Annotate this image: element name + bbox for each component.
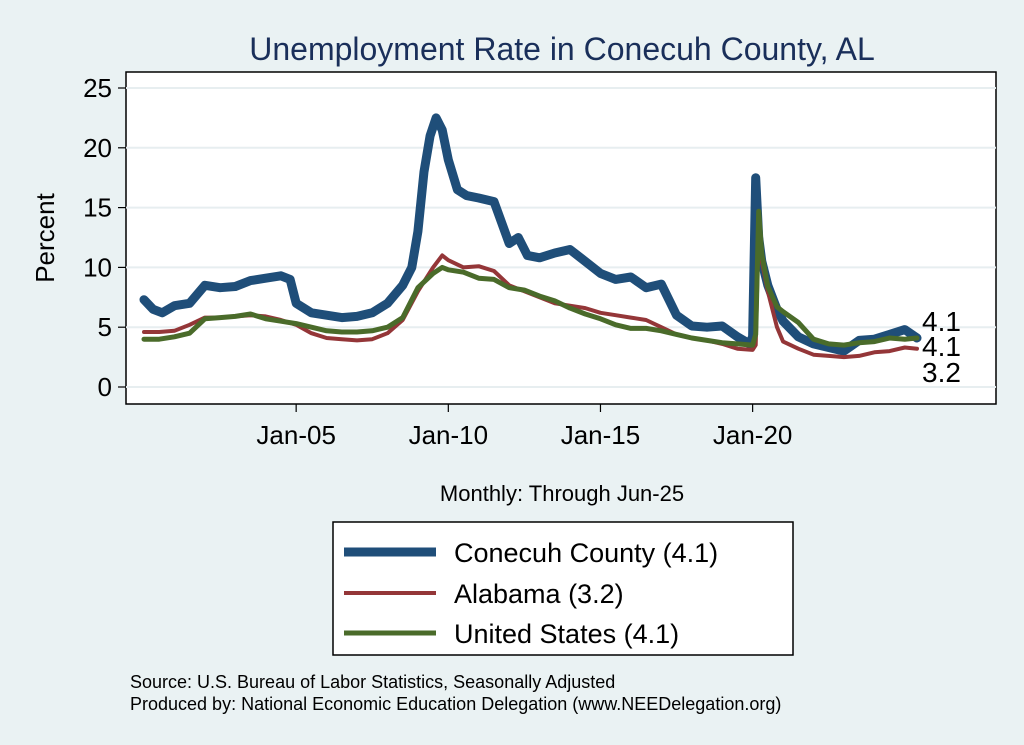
end-label-united-states: 4.1 (922, 331, 961, 362)
end-labels: 4.13.24.1 (922, 306, 961, 388)
y-axis: 0 5 10 15 20 25 (83, 73, 126, 402)
series-lines (139, 113, 922, 360)
x-axis-title: Monthly: Through Jun-25 (440, 481, 684, 506)
x-tick-label: Jan-05 (256, 420, 336, 450)
legend-label-alabama: Alabama (3.2) (454, 579, 624, 609)
x-tick-label: Jan-15 (561, 420, 641, 450)
y-tick-label: 10 (83, 252, 112, 282)
legend: Conecuh County (4.1) Alabama (3.2) Unite… (332, 521, 794, 656)
chart-title: Unemployment Rate in Conecuh County, AL (249, 31, 875, 67)
end-label-alabama: 3.2 (922, 357, 961, 388)
y-tick-label: 20 (83, 133, 112, 163)
end-label-conecuh: 4.1 (922, 306, 961, 337)
y-tick-label: 15 (83, 193, 112, 223)
produced-by-note: Produced by: National Economic Education… (130, 694, 781, 714)
y-tick-label: 0 (98, 372, 112, 402)
series-line-united-states (141, 208, 920, 348)
x-tick-label: Jan-10 (409, 420, 489, 450)
legend-label-conecuh: Conecuh County (4.1) (454, 538, 718, 568)
x-axis: Jan-05 Jan-10 Jan-15 Jan-20 (256, 404, 792, 450)
legend-label-united-states: United States (4.1) (454, 619, 679, 649)
source-note: Source: U.S. Bureau of Labor Statistics,… (130, 672, 615, 692)
y-tick-label: 5 (98, 312, 112, 342)
y-axis-title: Percent (30, 192, 60, 282)
gridlines (126, 87, 996, 388)
x-tick-label: Jan-20 (713, 420, 793, 450)
y-tick-label: 25 (83, 73, 112, 103)
